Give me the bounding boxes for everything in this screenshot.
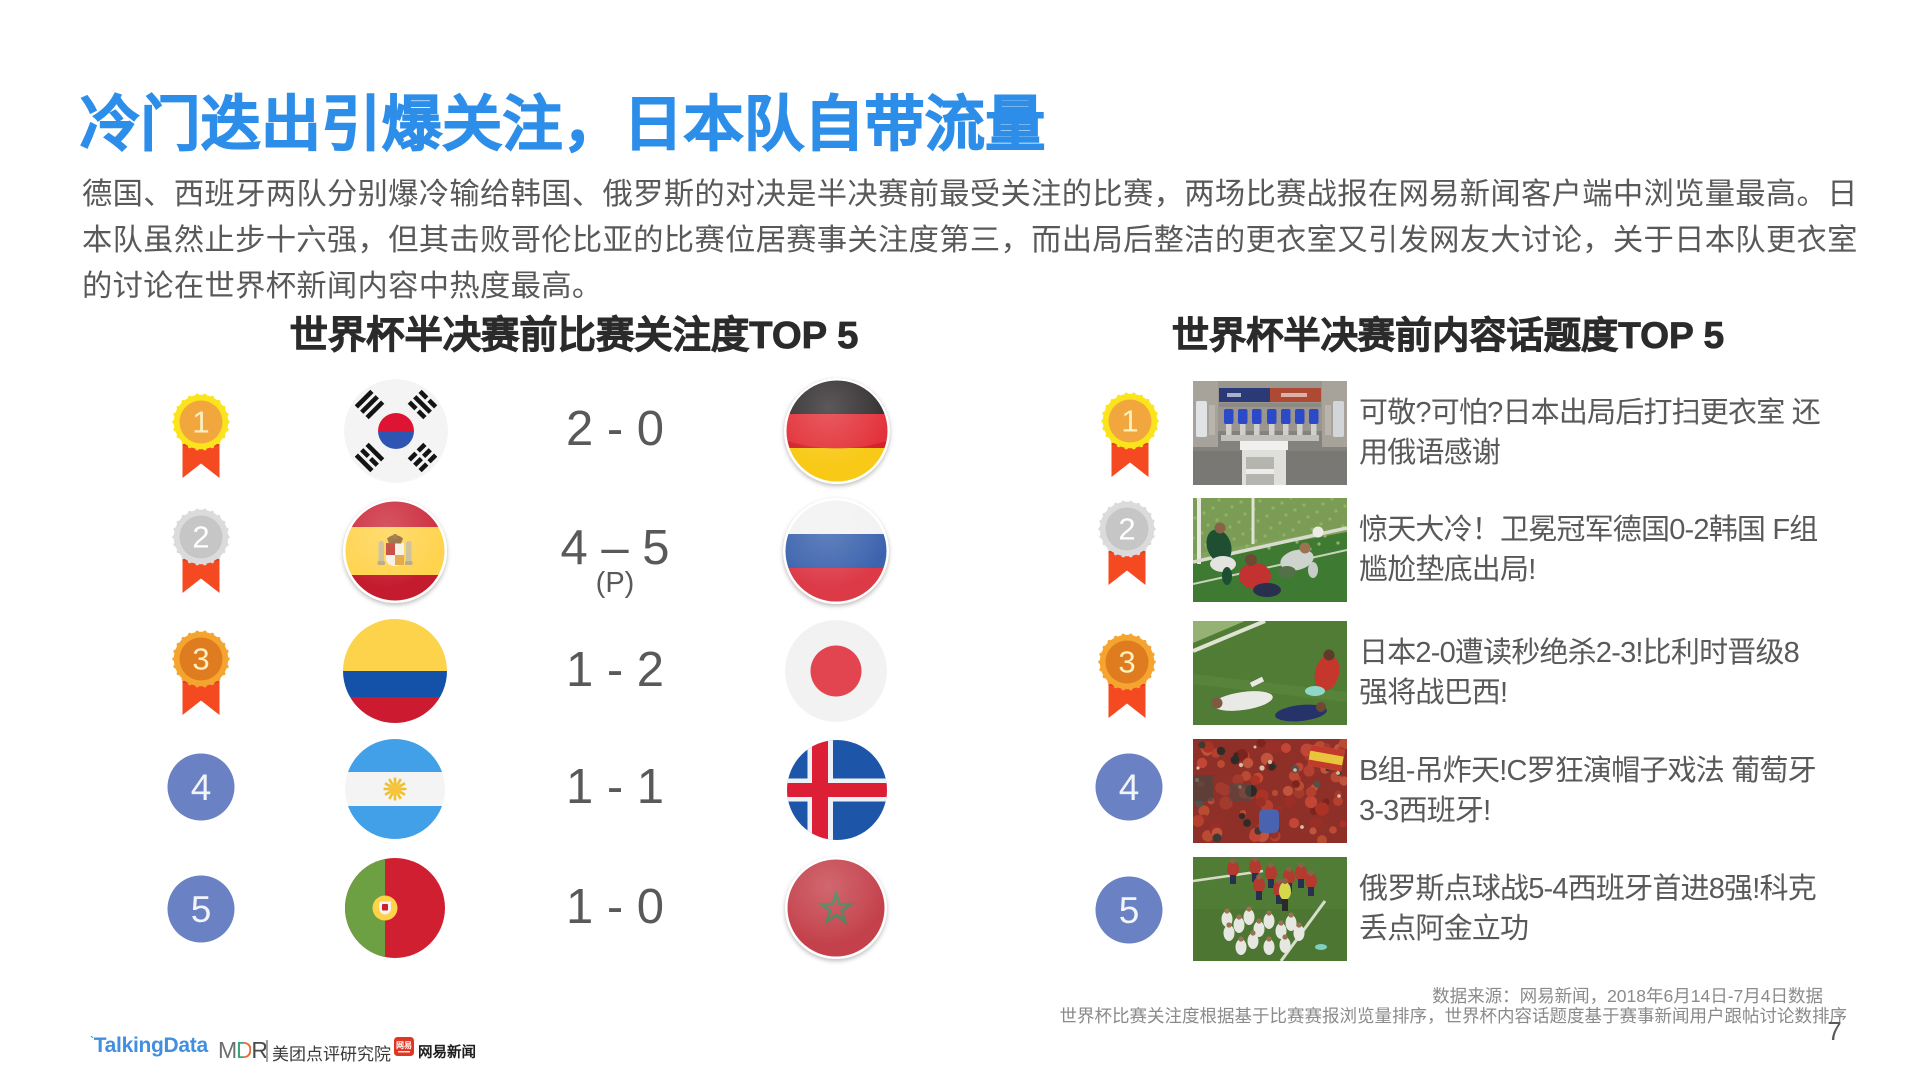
svg-text:1: 1 [1121, 404, 1138, 439]
svg-text:网易: 网易 [396, 1041, 412, 1050]
svg-text:5: 5 [190, 889, 211, 930]
svg-text:1: 1 [192, 405, 209, 440]
svg-text:5: 5 [1118, 890, 1139, 931]
svg-text:2: 2 [192, 520, 209, 555]
svg-text:3: 3 [1118, 645, 1135, 680]
svg-text:3: 3 [192, 642, 209, 677]
svg-text:4: 4 [190, 767, 211, 808]
svg-text:4: 4 [1118, 767, 1139, 808]
svg-text:2: 2 [1118, 511, 1135, 546]
